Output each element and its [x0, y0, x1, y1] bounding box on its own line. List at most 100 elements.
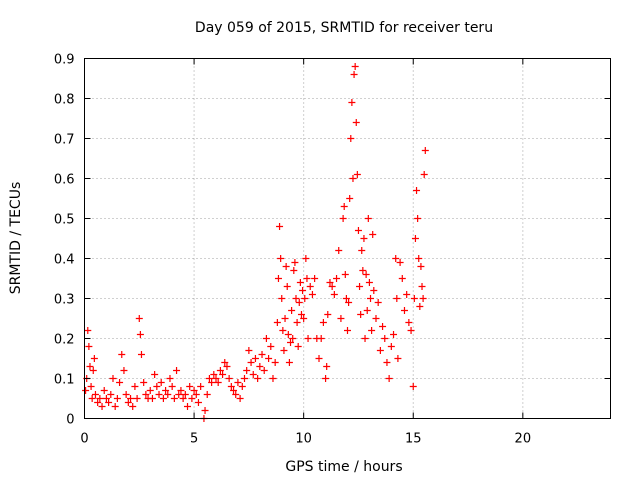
data-point: [393, 295, 401, 302]
data-point: [142, 391, 150, 398]
data-point: [285, 359, 293, 366]
data-points: [82, 63, 429, 422]
data-point: [159, 395, 167, 402]
data-point: [367, 295, 375, 302]
data-point: [86, 363, 94, 370]
data-point: [201, 407, 209, 414]
plot-frame: [84, 58, 611, 419]
data-point: [245, 347, 253, 354]
data-point: [383, 359, 391, 366]
data-point: [269, 375, 277, 382]
data-point: [205, 375, 213, 382]
data-point: [157, 379, 165, 386]
x-tick-label: 0: [80, 432, 88, 447]
x-axis-label: GPS time / hours: [285, 459, 402, 475]
data-point: [376, 347, 384, 354]
data-point: [416, 303, 424, 310]
data-point: [179, 395, 187, 402]
data-point: [333, 275, 341, 282]
data-point: [293, 319, 301, 326]
data-point: [227, 383, 235, 390]
data-point: [403, 291, 411, 298]
data-point: [306, 283, 314, 290]
data-point: [392, 255, 400, 262]
data-point: [140, 379, 148, 386]
data-point: [184, 403, 192, 410]
data-point: [385, 375, 393, 382]
data-point: [256, 363, 264, 370]
data-point: [267, 343, 275, 350]
data-point: [197, 383, 205, 390]
data-point: [131, 383, 139, 390]
data-point: [353, 171, 361, 178]
data-point: [216, 367, 224, 374]
data-point: [109, 375, 117, 382]
data-point: [84, 327, 92, 334]
data-point: [113, 395, 121, 402]
data-point: [251, 355, 259, 362]
data-point: [279, 327, 287, 334]
data-point: [335, 247, 343, 254]
data-point: [346, 195, 354, 202]
data-point: [243, 367, 251, 374]
data-point: [277, 255, 285, 262]
data-point: [90, 355, 98, 362]
data-point: [254, 375, 262, 382]
data-point: [405, 319, 413, 326]
data-point: [100, 387, 108, 394]
data-point: [351, 63, 359, 70]
data-point: [240, 375, 248, 382]
data-point: [387, 343, 395, 350]
y-tick-label: 0.3: [54, 293, 75, 308]
data-point: [337, 315, 345, 322]
y-tick-label: 0.5: [54, 213, 75, 228]
data-point: [91, 391, 99, 398]
data-point: [407, 327, 415, 334]
data-point: [89, 367, 97, 374]
data-point: [381, 335, 389, 342]
y-tick-label: 0.4: [54, 253, 75, 268]
data-point: [210, 371, 218, 378]
data-point: [136, 331, 144, 338]
y-tick-label: 0.6: [54, 173, 75, 188]
data-point: [339, 215, 347, 222]
data-point: [190, 387, 198, 394]
data-point: [347, 135, 355, 142]
data-point: [349, 175, 357, 182]
data-point: [300, 315, 308, 322]
data-point: [295, 299, 303, 306]
data-point: [225, 375, 233, 382]
data-point: [107, 391, 115, 398]
data-point: [370, 287, 378, 294]
data-point: [105, 399, 113, 406]
data-point: [164, 391, 172, 398]
data-point: [124, 399, 132, 406]
data-point: [350, 71, 358, 78]
data-point: [358, 247, 366, 254]
grid-layer: [84, 58, 611, 419]
data-point: [194, 399, 202, 406]
data-point: [129, 403, 137, 410]
data-point: [390, 331, 398, 338]
data-point: [400, 307, 408, 314]
data-point: [94, 399, 102, 406]
data-point: [290, 267, 298, 274]
data-point: [296, 279, 304, 286]
data-point: [413, 187, 421, 194]
data-point: [284, 331, 292, 338]
data-point: [82, 387, 90, 394]
data-point: [301, 295, 309, 302]
data-point: [308, 291, 316, 298]
data-point: [288, 307, 296, 314]
data-point: [409, 383, 417, 390]
y-tick-label: 0.1: [54, 373, 75, 388]
y-tick-label: 0.9: [54, 53, 75, 68]
data-point: [379, 323, 387, 330]
data-point: [122, 391, 130, 398]
data-point: [280, 347, 288, 354]
data-point: [359, 267, 367, 274]
data-point: [282, 263, 290, 270]
data-point: [417, 263, 425, 270]
data-point: [340, 203, 348, 210]
data-point: [214, 379, 222, 386]
